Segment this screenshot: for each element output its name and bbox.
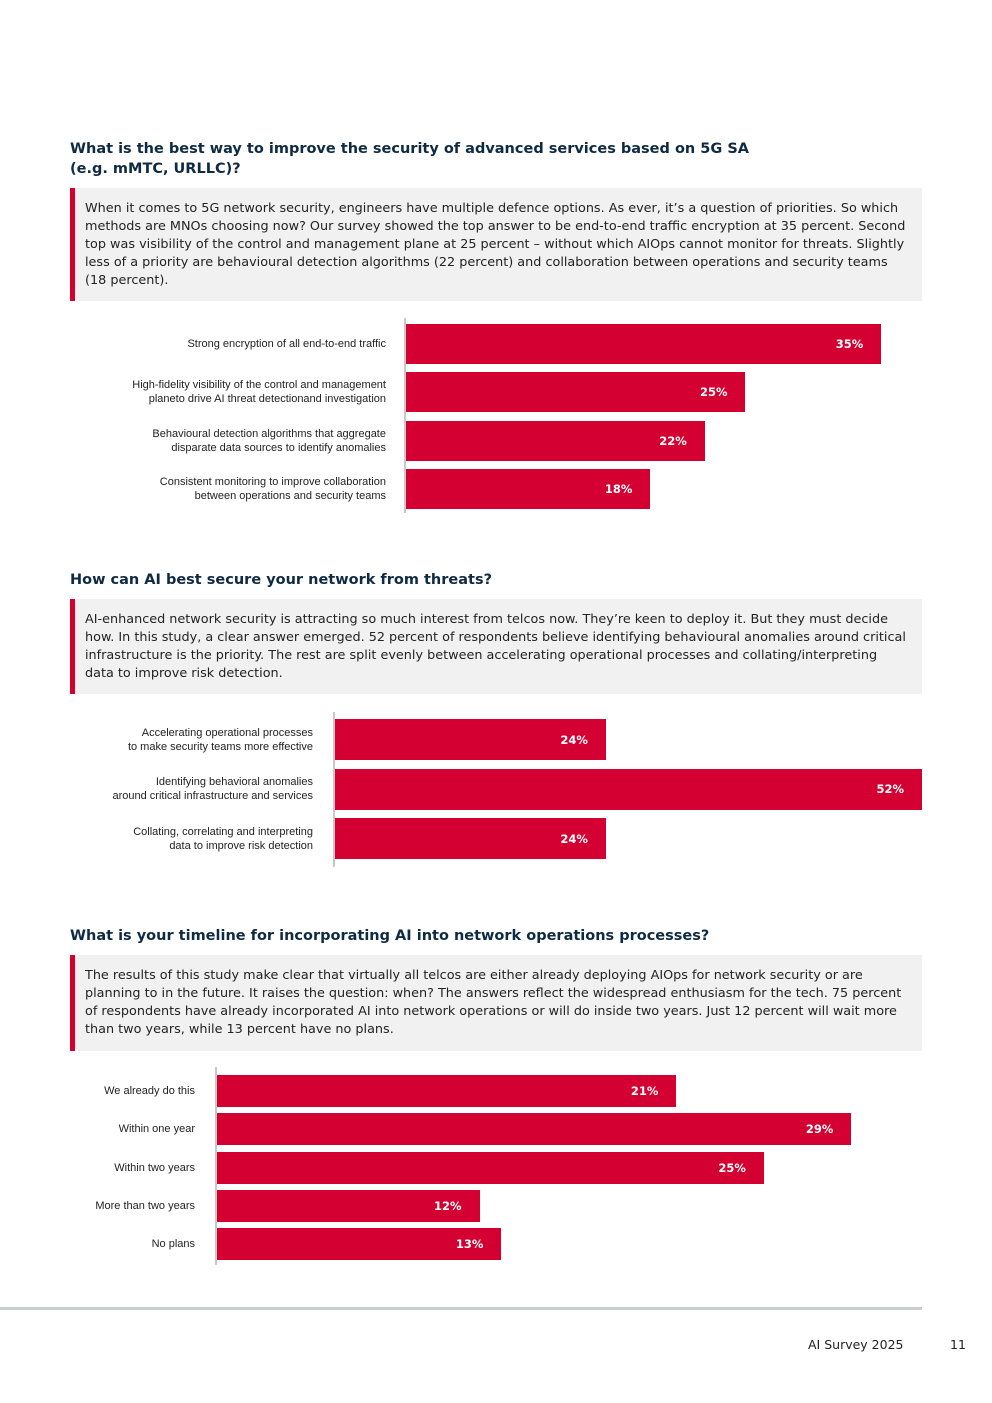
intro-text: When it comes to 5G network security, en…	[70, 188, 922, 301]
intro-text: AI-enhanced network security is attracti…	[70, 599, 922, 694]
section-timeline: What is your timeline for incorporating …	[70, 926, 922, 1265]
intro-text: The results of this study make clear tha…	[70, 955, 922, 1051]
bar-value-label: 18%	[604, 481, 633, 496]
bar-category-label: Collating, correlating and interpreting …	[133, 825, 313, 852]
bar: 35%	[406, 324, 882, 364]
footer-page-number: 11	[950, 1337, 966, 1352]
bar: 12%	[217, 1189, 480, 1222]
chart-axis-line	[333, 712, 335, 867]
question-title: What is the best way to improve the secu…	[70, 141, 749, 177]
question-title: How can AI best secure your network from…	[70, 572, 492, 588]
bar-value-label: 12%	[433, 1198, 462, 1213]
bar: 24%	[335, 818, 606, 859]
chart-axis-line	[404, 318, 406, 513]
bar-value-label: 35%	[835, 337, 864, 351]
bar: 24%	[335, 719, 606, 760]
bar-value-label: 29%	[805, 1122, 834, 1137]
bar: 22%	[406, 420, 705, 461]
bar-value-label: 52%	[876, 782, 904, 796]
bar-value-label: 25%	[718, 1160, 746, 1175]
section-ai-security: How can AI best secure your network from…	[70, 570, 922, 867]
footer-rule	[0, 1307, 922, 1310]
section-encryption: What is the best way to improve the secu…	[70, 139, 922, 513]
bar-category-label: Identifying behavioral anomalies around …	[112, 776, 313, 802]
question-title: What is your timeline for incorporating …	[70, 928, 710, 944]
bar: 13%	[217, 1228, 502, 1261]
bar-category-label: Accelerating operational processes to ma…	[127, 726, 313, 753]
bar-category-label: High-fidelity visibility of the control …	[132, 379, 386, 406]
bar-category-label: Behavioural detection algorithms that ag…	[152, 427, 386, 454]
bar-value-label: 24%	[560, 831, 588, 846]
footer-publication: AI Survey 2025	[808, 1337, 904, 1352]
bar-category-label: Within two years	[114, 1161, 195, 1174]
bar: 29%	[217, 1113, 852, 1146]
bar: 25%	[406, 372, 746, 413]
bar-value-label: 21%	[630, 1084, 659, 1098]
bar-category-label: Strong encryption of all end-to-end traf…	[187, 338, 386, 350]
bar: 25%	[217, 1151, 764, 1184]
bar: 21%	[217, 1075, 677, 1107]
bar-value-label: 22%	[659, 433, 687, 448]
bar-category-label: Within one year	[118, 1123, 195, 1136]
bar-category-label: We already do this	[104, 1085, 195, 1097]
bar-value-label: 24%	[560, 732, 588, 747]
chart-axis-line	[215, 1067, 217, 1265]
bar: 18%	[406, 468, 651, 509]
bar-category-label: Consistent monitoring to improve collabo…	[159, 475, 386, 502]
bar-value-label: 25%	[699, 385, 728, 400]
bar: 52%	[335, 768, 922, 810]
bar-category-label: More than two years	[95, 1199, 195, 1212]
bar-category-label: No plans	[151, 1238, 195, 1251]
bar-value-label: 13%	[455, 1237, 484, 1252]
